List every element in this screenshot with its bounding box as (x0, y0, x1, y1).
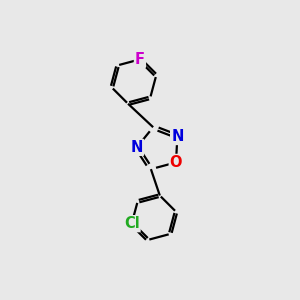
Text: N: N (130, 140, 143, 155)
Text: O: O (170, 155, 182, 170)
Text: F: F (135, 52, 145, 67)
Text: Cl: Cl (124, 216, 140, 231)
Text: N: N (171, 129, 184, 144)
